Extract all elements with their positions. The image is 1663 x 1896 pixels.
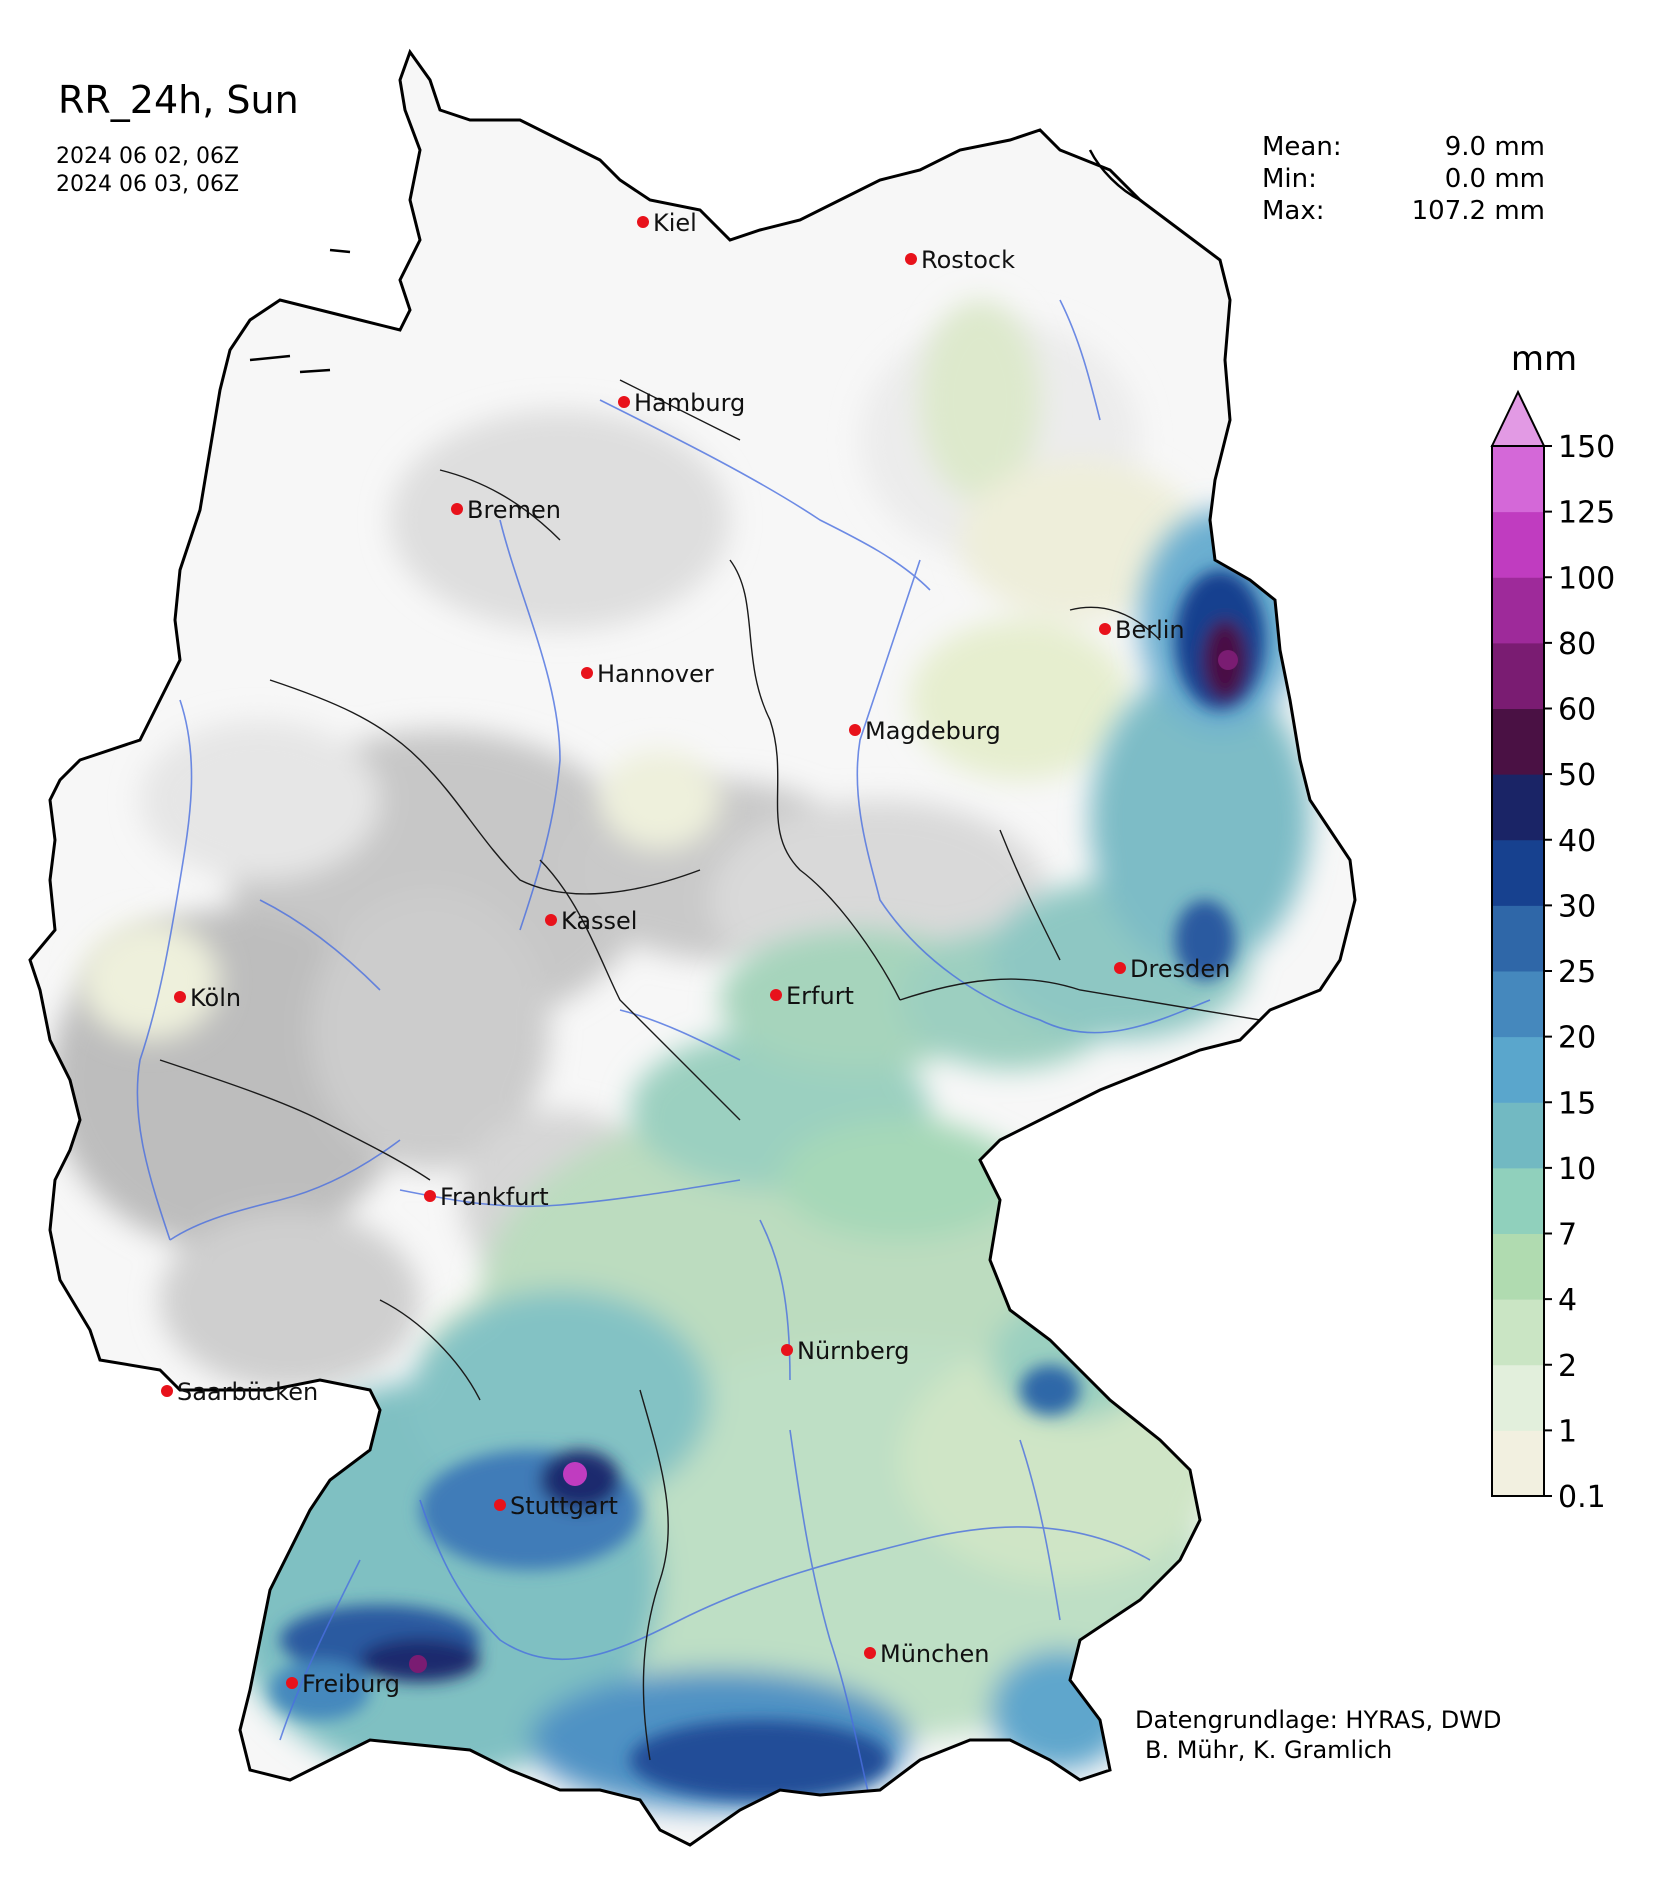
- city-label-bremen: Bremen: [467, 496, 561, 524]
- colorbar-bin: [1492, 839, 1544, 906]
- city-dot-bremen: [451, 503, 463, 515]
- colorbar-tick-label: 15: [1558, 1086, 1596, 1121]
- colorbar-tick-label: 50: [1558, 758, 1596, 793]
- colorbar-bin: [1492, 1233, 1544, 1300]
- city-dot-stuttgart: [494, 1499, 506, 1511]
- colorbar-tick-label: 125: [1558, 496, 1615, 531]
- stat-min-value: 0.0 mm: [1444, 164, 1545, 194]
- city-label-hamburg: Hamburg: [634, 389, 745, 417]
- city-label-hannover: Hannover: [597, 660, 714, 688]
- city-dot-saarbücken: [161, 1385, 173, 1397]
- city-label-dresden: Dresden: [1130, 955, 1230, 983]
- colorbar-tick-label: 100: [1558, 561, 1615, 596]
- colorbar-tick-label: 0.1: [1558, 1480, 1606, 1515]
- colorbar-bin: [1492, 1299, 1544, 1366]
- stat-mean-value: 9.0 mm: [1444, 132, 1545, 162]
- stat-max-value: 107.2 mm: [1411, 196, 1545, 226]
- city-dot-frankfurt: [424, 1190, 436, 1202]
- colorbar-unit: mm: [1511, 339, 1577, 379]
- colorbar-bin: [1492, 511, 1544, 578]
- colorbar-bin: [1492, 642, 1544, 709]
- colorbar-bin: [1492, 446, 1544, 513]
- colorbar-bin: [1492, 708, 1544, 775]
- core-freiburg: [409, 1655, 427, 1673]
- colorbar-tick-label: 7: [1558, 1218, 1577, 1253]
- colorbar-bin: [1492, 971, 1544, 1038]
- city-label-saarbücken: Saarbücken: [177, 1378, 318, 1406]
- city-label-kassel: Kassel: [561, 907, 637, 935]
- city-dot-magdeburg: [849, 724, 861, 736]
- city-dot-freiburg: [286, 1677, 298, 1689]
- colorbar-bin: [1492, 774, 1544, 841]
- colorbar-tick-label: 150: [1558, 430, 1615, 465]
- city-label-berlin: Berlin: [1115, 616, 1185, 644]
- colorbar-bin: [1492, 1036, 1544, 1103]
- credit-source: Datengrundlage: HYRAS, DWD: [1135, 1706, 1502, 1734]
- city-label-münchen: München: [880, 1640, 990, 1668]
- city-dot-hamburg: [618, 396, 630, 408]
- stat-mean-label: Mean:: [1262, 132, 1342, 162]
- credit-authors: B. Mühr, K. Gramlich: [1145, 1736, 1393, 1764]
- map-title: RR_24h, Sun: [58, 78, 299, 122]
- city-label-nürnberg: Nürnberg: [797, 1337, 910, 1365]
- city-label-frankfurt: Frankfurt: [440, 1183, 549, 1211]
- colorbar-tick-label: 40: [1558, 824, 1596, 859]
- colorbar: mm 0.1 1 2 4 7 10 15 20 25 30 40 50 60 80 100 125 150: [1490, 339, 1615, 1515]
- city-markers: Kiel Rostock Hamburg Bremen Berlin Hannover Ma…: [161, 209, 1230, 1698]
- colorbar-bin: [1492, 1102, 1544, 1169]
- city-dot-köln: [174, 991, 186, 1003]
- city-label-rostock: Rostock: [921, 246, 1015, 274]
- colorbar-tick-label: 1: [1558, 1414, 1577, 1449]
- colorbar-bin: [1492, 1430, 1544, 1497]
- city-label-freiburg: Freiburg: [302, 1670, 400, 1698]
- colorbar-tick-label: 60: [1558, 693, 1596, 728]
- city-dot-münchen: [864, 1647, 876, 1659]
- city-dot-dresden: [1114, 962, 1126, 974]
- colorbar-tick-label: 4: [1558, 1283, 1577, 1318]
- city-dot-kiel: [637, 216, 649, 228]
- colorbar-bin: [1492, 1364, 1544, 1431]
- stat-max-label: Max:: [1262, 196, 1325, 226]
- core-berlin: [1218, 650, 1238, 670]
- colorbar-tick-label: 25: [1558, 955, 1596, 990]
- time-start: 2024 06 02, 06Z: [56, 144, 240, 169]
- city-dot-erfurt: [770, 989, 782, 1001]
- colorbar-tick-label: 80: [1558, 627, 1596, 662]
- rivers: [136, 299, 1211, 1801]
- colorbar-bin: [1492, 1167, 1544, 1234]
- colorbar-extend-arrow: [1490, 389, 1546, 447]
- city-dot-kassel: [545, 914, 557, 926]
- city-label-köln: Köln: [190, 984, 241, 1012]
- colorbar-tick-label: 30: [1558, 889, 1596, 924]
- time-end: 2024 06 03, 06Z: [56, 172, 240, 197]
- city-label-magdeburg: Magdeburg: [865, 717, 1001, 745]
- colorbar-tick-label: 20: [1558, 1021, 1596, 1056]
- coast-islands: [249, 149, 1141, 374]
- stat-min-label: Min:: [1262, 164, 1317, 194]
- colorbar-tick-label: 10: [1558, 1152, 1596, 1187]
- city-dot-nürnberg: [781, 1344, 793, 1356]
- colorbar-bin: [1492, 905, 1544, 972]
- state-borders: [159, 379, 1261, 1761]
- max-core: [563, 1462, 587, 1486]
- colorbar-bin: [1492, 577, 1544, 644]
- city-dot-hannover: [581, 667, 593, 679]
- city-label-stuttgart: Stuttgart: [510, 1492, 618, 1520]
- city-label-kiel: Kiel: [653, 209, 697, 237]
- city-dot-berlin: [1099, 623, 1111, 635]
- colorbar-tick-label: 2: [1558, 1349, 1577, 1384]
- city-label-erfurt: Erfurt: [786, 982, 854, 1010]
- city-dot-rostock: [905, 253, 917, 265]
